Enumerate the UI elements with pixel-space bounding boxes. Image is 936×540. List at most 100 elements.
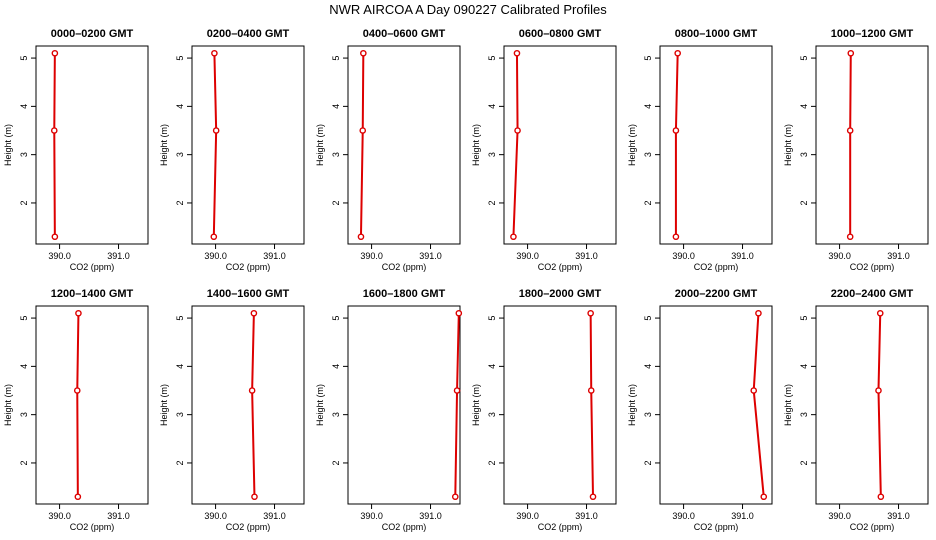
- profile-point: [755, 309, 762, 317]
- profile-line: [752, 313, 765, 497]
- profile-line: [251, 313, 256, 497]
- x-tick-label: 391.0: [107, 511, 130, 521]
- x-tick-label: 391.0: [887, 251, 910, 261]
- x-tick-label: 390.0: [672, 251, 695, 261]
- y-axis-label: Height (m): [159, 124, 169, 166]
- x-axis-label: CO2 (ppm): [382, 522, 427, 532]
- plot-frame: [191, 45, 305, 245]
- x-axis-label: CO2 (ppm): [70, 262, 115, 272]
- y-tick-label: 5: [643, 56, 653, 61]
- panel-title: 0800–1000 GMT: [675, 28, 758, 40]
- profile-point: [875, 387, 882, 394]
- profile-point: [587, 309, 594, 317]
- profile-point: [212, 127, 220, 134]
- profile-point: [750, 387, 758, 394]
- x-tick-label: 391.0: [263, 511, 286, 521]
- profile-point: [672, 127, 680, 134]
- plot-frame: [815, 45, 929, 245]
- panel-title: 0600–0800 GMT: [519, 28, 602, 40]
- profile-point: [73, 387, 81, 394]
- profile-point: [75, 309, 82, 317]
- y-tick-label: 2: [331, 460, 341, 465]
- profile-point: [846, 127, 854, 134]
- profile-line: [512, 53, 519, 237]
- y-tick-label: 4: [175, 364, 185, 369]
- profile-point: [513, 49, 521, 57]
- y-tick-label: 2: [487, 200, 497, 205]
- profile-point: [357, 233, 365, 241]
- y-axis-label: Height (m): [315, 124, 325, 166]
- profile-point: [211, 49, 218, 57]
- panel-title: 0200–0400 GMT: [207, 28, 290, 40]
- y-tick-label: 3: [19, 152, 29, 157]
- y-tick-label: 2: [175, 460, 185, 465]
- x-axis-label: CO2 (ppm): [226, 522, 271, 532]
- x-axis-label: CO2 (ppm): [850, 522, 895, 532]
- y-tick-label: 3: [175, 412, 185, 417]
- panel-title: 0000–0200 GMT: [51, 28, 134, 40]
- profile-point: [51, 49, 59, 57]
- y-axis-label: Height (m): [627, 384, 637, 426]
- y-axis-label: Height (m): [783, 124, 793, 166]
- x-axis-label: CO2 (ppm): [382, 262, 427, 272]
- y-tick-label: 5: [19, 316, 29, 321]
- x-axis-label: CO2 (ppm): [538, 522, 583, 532]
- panel-title: 1800–2000 GMT: [519, 288, 602, 300]
- profile-line: [454, 313, 460, 497]
- y-axis-label: Height (m): [3, 124, 13, 166]
- profile-point: [847, 49, 855, 57]
- y-tick-label: 3: [19, 412, 29, 417]
- profile-line: [359, 53, 365, 237]
- x-axis-label: CO2 (ppm): [226, 262, 271, 272]
- y-axis-label: Height (m): [159, 384, 169, 426]
- profile-point: [451, 493, 459, 501]
- x-tick-label: 390.0: [828, 511, 851, 521]
- y-tick-label: 2: [331, 200, 341, 205]
- profile-line: [589, 313, 595, 497]
- profile-point: [674, 49, 681, 57]
- y-tick-label: 2: [643, 460, 653, 465]
- plot-frame: [659, 45, 773, 245]
- y-tick-label: 5: [643, 316, 653, 321]
- panel-title: 1200–1400 GMT: [51, 288, 134, 300]
- y-tick-label: 2: [799, 200, 809, 205]
- x-axis-label: CO2 (ppm): [850, 262, 895, 272]
- y-tick-label: 5: [799, 316, 809, 321]
- x-tick-label: 390.0: [516, 511, 539, 521]
- y-tick-label: 3: [799, 152, 809, 157]
- profile-point: [587, 387, 595, 394]
- y-tick-label: 4: [331, 104, 341, 109]
- profile-point: [455, 309, 463, 317]
- y-tick-label: 2: [799, 460, 809, 465]
- y-tick-label: 5: [487, 316, 497, 321]
- profile-point: [877, 493, 885, 501]
- plot-frame: [503, 45, 617, 245]
- x-tick-label: 390.0: [828, 251, 851, 261]
- y-tick-label: 5: [331, 56, 341, 61]
- y-tick-label: 4: [487, 364, 497, 369]
- y-tick-label: 4: [799, 104, 809, 109]
- y-tick-label: 5: [331, 316, 341, 321]
- plot-frame: [35, 305, 149, 505]
- x-tick-label: 391.0: [575, 251, 598, 261]
- y-tick-label: 3: [487, 412, 497, 417]
- x-tick-label: 391.0: [107, 251, 130, 261]
- profile-line: [877, 313, 882, 497]
- y-tick-label: 3: [175, 152, 185, 157]
- y-tick-label: 2: [643, 200, 653, 205]
- x-axis-label: CO2 (ppm): [694, 262, 739, 272]
- y-axis-label: Height (m): [315, 384, 325, 426]
- x-tick-label: 391.0: [731, 251, 754, 261]
- profile-point: [589, 493, 597, 501]
- profile-line: [212, 53, 218, 237]
- plot-frame: [659, 305, 773, 505]
- panel-title: 1600–1800 GMT: [363, 288, 446, 300]
- y-tick-label: 4: [19, 364, 29, 369]
- profile-line: [674, 53, 679, 237]
- y-tick-label: 4: [643, 364, 653, 369]
- x-tick-label: 390.0: [48, 251, 71, 261]
- profile-point: [74, 493, 82, 501]
- panel-title: 2000–2200 GMT: [675, 288, 758, 300]
